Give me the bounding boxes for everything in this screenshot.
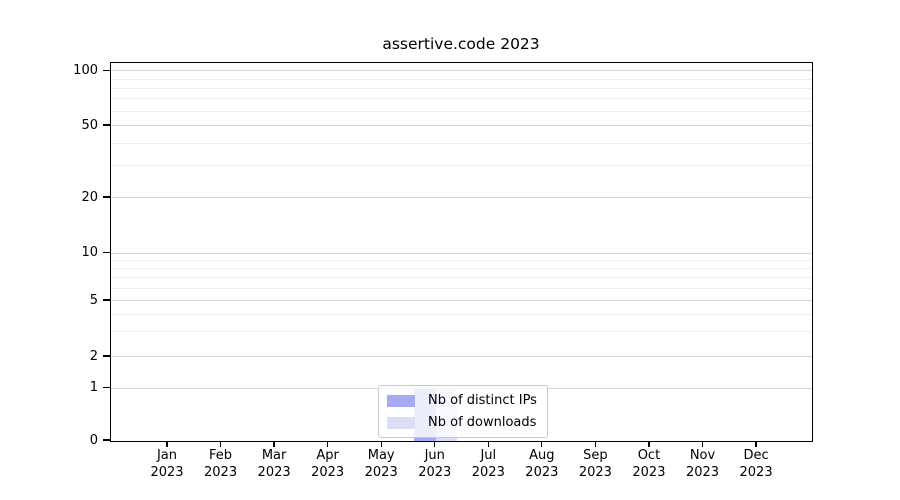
y-tick-mark bbox=[103, 69, 110, 71]
month-label: Feb bbox=[209, 448, 233, 463]
minor-gridline bbox=[111, 142, 812, 144]
x-tick-label-dec: Dec 2023 bbox=[724, 448, 788, 481]
x-tick-label-feb: Feb 2023 bbox=[189, 448, 253, 481]
year-label: 2023 bbox=[364, 464, 398, 480]
minor-gridline bbox=[111, 87, 812, 89]
x-tick-mark bbox=[594, 441, 597, 447]
x-tick-mark bbox=[273, 441, 275, 447]
y-tick-mark bbox=[103, 439, 110, 441]
major-gridline bbox=[111, 356, 812, 357]
year-label: 2023 bbox=[257, 464, 291, 480]
legend-label: Nb of distinct IPs bbox=[428, 393, 537, 408]
legend-swatch-icon bbox=[387, 416, 415, 429]
legend-entry-1: Nb of downloads bbox=[387, 415, 537, 430]
x-tick-mark bbox=[327, 441, 329, 447]
minor-gridline bbox=[111, 259, 812, 261]
legend: Nb of distinct IPs Nb of downloads bbox=[378, 385, 548, 438]
year-label: 2023 bbox=[739, 464, 773, 480]
month-label: Sep bbox=[583, 448, 608, 463]
year-label: 2023 bbox=[685, 464, 720, 480]
x-tick-mark bbox=[434, 441, 436, 447]
year-label: 2023 bbox=[525, 464, 559, 480]
month-label: Jul bbox=[480, 448, 497, 463]
x-tick-mark bbox=[380, 441, 382, 447]
y-tick-mark bbox=[103, 386, 110, 389]
month-label: Apr bbox=[316, 448, 339, 463]
y-tick-mark bbox=[103, 124, 110, 126]
y-tick-label: 0 bbox=[89, 432, 98, 448]
month-label: Mar bbox=[261, 448, 287, 463]
major-gridline bbox=[111, 197, 812, 198]
year-label: 2023 bbox=[311, 464, 345, 480]
month-label: Dec bbox=[743, 448, 769, 463]
x-tick-label-nov: Nov 2023 bbox=[671, 448, 735, 481]
major-gridline bbox=[111, 70, 812, 72]
month-label: Aug bbox=[529, 448, 555, 463]
x-tick-label-oct: Oct 2023 bbox=[617, 448, 681, 481]
x-tick-mark bbox=[755, 441, 757, 447]
x-tick-label-aug: Aug 2023 bbox=[510, 448, 574, 481]
x-tick-label-jul: Jul 2023 bbox=[456, 448, 520, 481]
month-label: Jun bbox=[424, 448, 445, 463]
year-label: 2023 bbox=[150, 464, 184, 480]
minor-gridline bbox=[111, 78, 812, 80]
year-label: 2023 bbox=[204, 464, 238, 480]
x-tick-mark bbox=[487, 441, 489, 447]
minor-gridline bbox=[111, 331, 812, 333]
month-label: Oct bbox=[637, 448, 661, 463]
chart-title: assertive.code 2023 bbox=[382, 35, 540, 53]
y-tick-label: 2 bbox=[89, 348, 98, 364]
y-tick-mark bbox=[103, 355, 110, 357]
legend-swatch-icon bbox=[387, 394, 415, 407]
x-tick-mark bbox=[648, 441, 650, 447]
y-tick-mark bbox=[103, 299, 110, 301]
minor-gridline bbox=[111, 98, 812, 100]
major-gridline bbox=[111, 300, 812, 301]
y-tick-label: 10 bbox=[81, 245, 98, 260]
minor-gridline bbox=[111, 165, 812, 167]
minor-gridline bbox=[111, 276, 812, 278]
year-label: 2023 bbox=[418, 464, 452, 480]
x-tick-mark bbox=[541, 441, 543, 447]
x-tick-label-may: May 2023 bbox=[349, 448, 413, 481]
y-tick-label: 1 bbox=[89, 380, 98, 395]
year-label: 2023 bbox=[578, 464, 612, 480]
year-label: 2023 bbox=[632, 464, 666, 480]
y-tick-label: 20 bbox=[81, 189, 98, 205]
minor-gridline bbox=[111, 313, 812, 315]
x-tick-label-apr: Apr 2023 bbox=[296, 448, 360, 481]
x-tick-mark bbox=[219, 441, 222, 447]
x-tick-label-jun: Jun 2023 bbox=[403, 448, 467, 481]
y-tick-label: 50 bbox=[81, 117, 98, 133]
minor-gridline bbox=[111, 110, 812, 112]
month-label: May bbox=[367, 448, 395, 463]
x-tick-label-sep: Sep 2023 bbox=[563, 448, 627, 481]
legend-label: Nb of downloads bbox=[428, 415, 537, 430]
minor-gridline bbox=[111, 287, 812, 289]
y-tick-mark bbox=[103, 196, 110, 198]
month-label: Jan bbox=[156, 448, 178, 463]
y-tick-label: 5 bbox=[89, 292, 98, 308]
legend-entry-0: Nb of distinct IPs bbox=[387, 393, 537, 408]
plot-area: Nb of distinct IPs Nb of downloads bbox=[110, 62, 813, 442]
x-tick-label-mar: Mar 2023 bbox=[242, 448, 306, 481]
minor-gridline bbox=[111, 267, 812, 269]
major-gridline bbox=[111, 125, 812, 126]
month-label: Nov bbox=[689, 448, 716, 463]
major-gridline bbox=[111, 252, 812, 254]
y-tick-label: 100 bbox=[73, 62, 98, 78]
x-tick-mark bbox=[701, 441, 704, 447]
y-tick-mark bbox=[103, 251, 110, 254]
x-tick-mark bbox=[166, 441, 168, 447]
year-label: 2023 bbox=[471, 464, 505, 480]
x-tick-label-jan: Jan 2023 bbox=[135, 448, 199, 481]
